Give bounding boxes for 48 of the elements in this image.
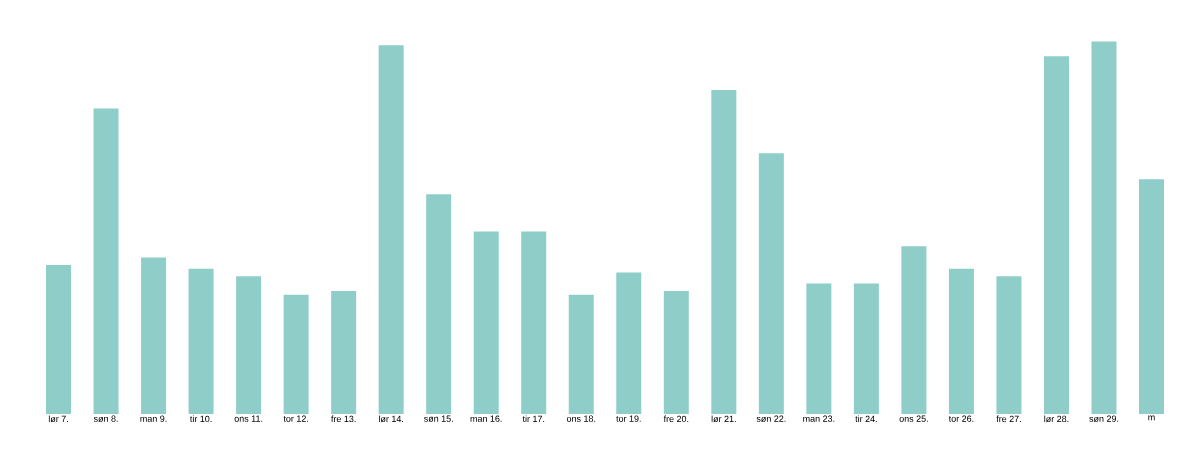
bar [853, 283, 879, 414]
bar [378, 45, 404, 414]
bar [1139, 179, 1164, 414]
x-tick-label: man 9. [140, 415, 167, 422]
x-tick-label: tor 12. [283, 415, 308, 422]
x-tick-label: ons 25. [899, 415, 928, 422]
x-tick-label: lør 14. [379, 415, 404, 423]
bar [616, 272, 642, 414]
bar [283, 294, 309, 414]
bar [426, 194, 452, 414]
x-tick-label: ons 18. [566, 415, 596, 422]
bar [473, 231, 499, 414]
bar [806, 283, 832, 414]
x-tick-label: fre 27. [996, 415, 1021, 423]
bar [663, 291, 689, 414]
bar [188, 268, 214, 414]
bar [901, 246, 927, 414]
bar [711, 89, 737, 414]
x-tick-label: man 16. [470, 415, 502, 422]
bar [93, 108, 119, 414]
x-tick-label: søn 15. [423, 415, 453, 422]
x-tick-label: lør 21. [711, 415, 736, 423]
x-tick-label: tir 24. [855, 415, 877, 423]
bar [46, 264, 72, 414]
bar [236, 276, 262, 414]
x-tick-label: fre 13. [331, 415, 356, 423]
x-tick-label: m [1148, 415, 1155, 421]
x-tick-label: tor 26. [948, 415, 974, 422]
bar [996, 276, 1022, 414]
bar [141, 257, 167, 414]
bar [521, 231, 547, 414]
x-tick-label: søn 29. [1089, 415, 1119, 422]
bar [568, 294, 594, 414]
x-tick-label: lør 7. [48, 415, 68, 423]
x-tick-label: søn 22. [756, 415, 786, 422]
x-tick-label: tor 19. [616, 415, 641, 422]
x-tick-label: ons 11. [234, 415, 263, 422]
x-tick-label: man 23. [803, 415, 835, 422]
x-tick-label: lør 28. [1044, 415, 1069, 423]
x-tick-label: fre 20. [663, 415, 689, 423]
bar [1043, 56, 1069, 414]
x-tick-label: tir 17. [522, 415, 545, 423]
x-tick-label: søn 8. [93, 415, 118, 422]
x-tick-label: tir 10. [190, 415, 212, 423]
bar [1091, 41, 1117, 414]
bar [948, 268, 974, 414]
bar [758, 153, 784, 414]
bar [331, 291, 357, 414]
